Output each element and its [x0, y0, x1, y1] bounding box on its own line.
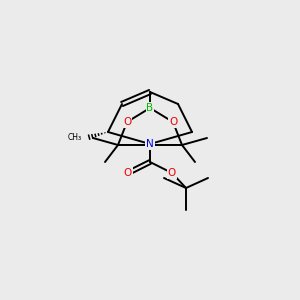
Text: O: O [168, 168, 176, 178]
Text: CH₃: CH₃ [68, 134, 82, 142]
Text: O: O [124, 168, 132, 178]
Text: N: N [146, 139, 154, 149]
Text: O: O [169, 117, 177, 127]
Text: O: O [123, 117, 131, 127]
Text: B: B [146, 103, 154, 113]
